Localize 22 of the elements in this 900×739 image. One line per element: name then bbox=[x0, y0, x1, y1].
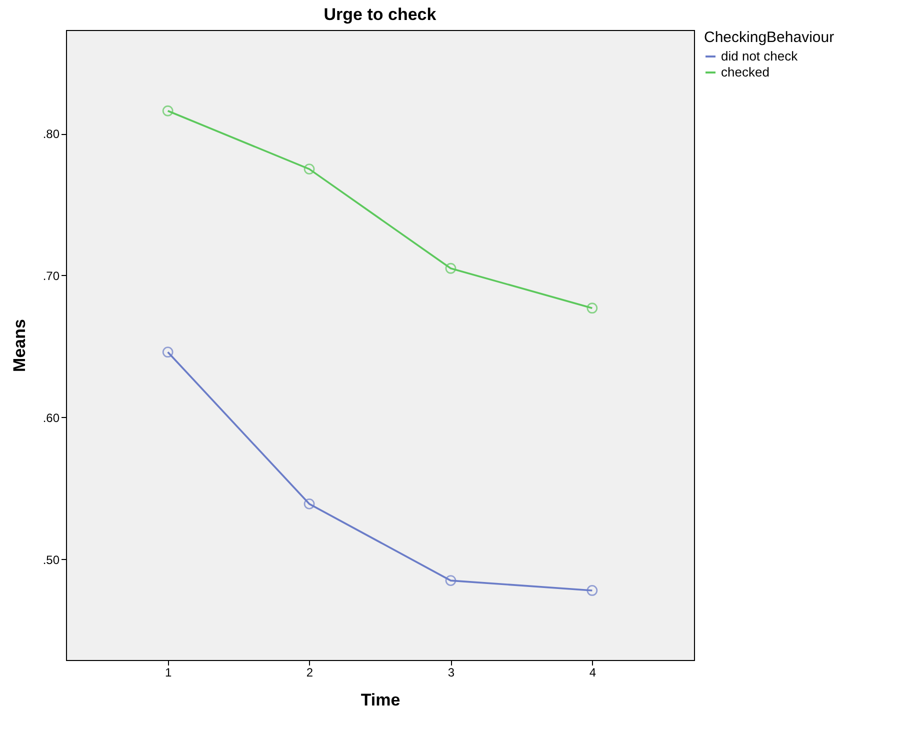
point bbox=[162, 346, 174, 358]
legend-label: checked bbox=[721, 64, 770, 80]
x-axis-title: Time bbox=[360, 690, 400, 710]
point bbox=[162, 105, 174, 116]
point bbox=[586, 585, 598, 596]
y-axis-title: Means bbox=[10, 319, 29, 372]
x-tick-label: 3 bbox=[448, 666, 455, 680]
point bbox=[304, 498, 315, 510]
point bbox=[445, 262, 456, 274]
y-tick-label: .80 bbox=[42, 127, 60, 142]
legend-label: did not check bbox=[721, 48, 798, 64]
chart-title: Urge to check bbox=[324, 5, 437, 24]
point bbox=[304, 164, 315, 174]
y-tick-label: .70 bbox=[42, 268, 60, 283]
x-tick-label: 1 bbox=[164, 666, 172, 680]
point bbox=[445, 575, 456, 586]
y-tick-label: .50 bbox=[42, 552, 60, 567]
x-tick-label: 2 bbox=[306, 666, 314, 680]
point bbox=[586, 302, 598, 314]
legend-title: CheckingBehaviour bbox=[704, 29, 834, 46]
x-tick-label: 4 bbox=[589, 666, 596, 680]
y-tick-label: .60 bbox=[42, 410, 60, 425]
